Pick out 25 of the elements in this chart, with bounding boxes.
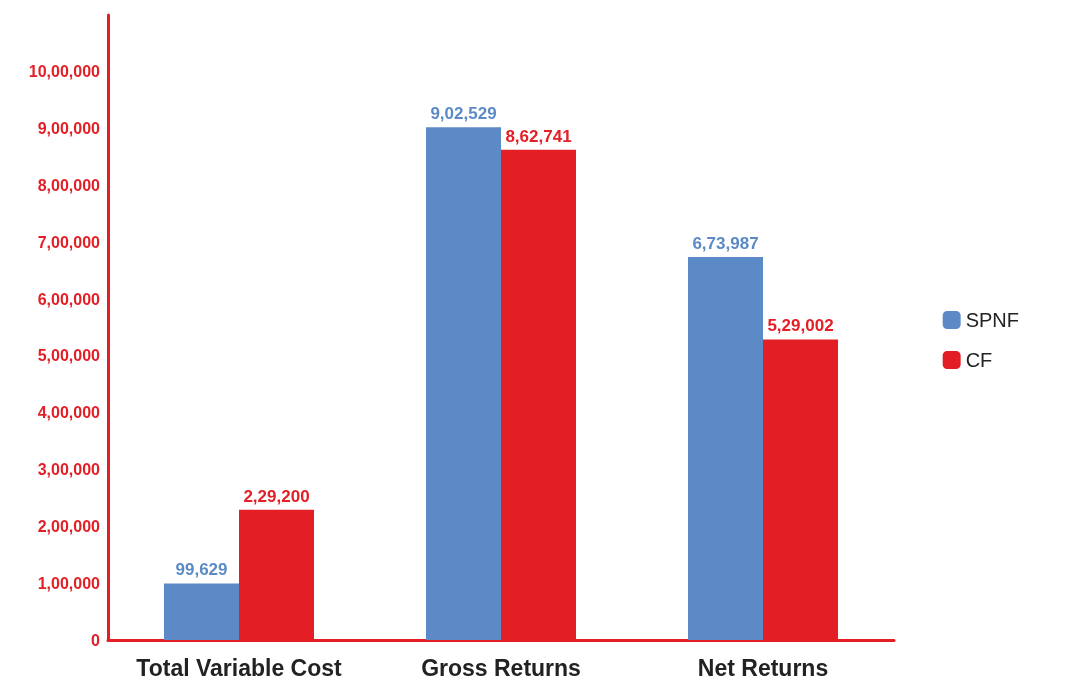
y-tick-label: 6,00,000	[37, 290, 101, 308]
x-tick-label: Net Returns	[697, 654, 829, 680]
bar	[688, 257, 763, 640]
data-label: 9,02,529	[430, 104, 497, 124]
y-tick-label: 7,00,000	[37, 233, 101, 251]
data-label: 2,29,200	[243, 486, 310, 506]
bar	[426, 127, 501, 640]
legend-label: CF	[965, 349, 993, 371]
data-label: 99,629	[175, 560, 228, 580]
data-label: 5,29,002	[767, 316, 834, 336]
y-tick-label: 10,00,000	[28, 63, 101, 81]
data-label: 6,73,987	[692, 234, 759, 254]
y-tick-label: 1,00,000	[37, 574, 101, 592]
data-label: 8,62,741	[505, 126, 572, 146]
y-tick-label: 9,00,000	[37, 120, 101, 138]
legend-label: SPNF	[965, 309, 1019, 331]
bar	[164, 583, 239, 640]
y-tick-label: 3,00,000	[37, 461, 101, 479]
x-tick-label: Total Variable Cost	[136, 654, 343, 680]
y-tick-label: 5,00,000	[37, 347, 101, 365]
y-tick-label: 0	[91, 631, 101, 649]
x-tick-label: Gross Returns	[421, 654, 581, 680]
y-tick-label: 2,00,000	[37, 517, 101, 535]
y-tick-label: 4,00,000	[37, 404, 101, 422]
y-tick-label: 8,00,000	[37, 176, 101, 194]
